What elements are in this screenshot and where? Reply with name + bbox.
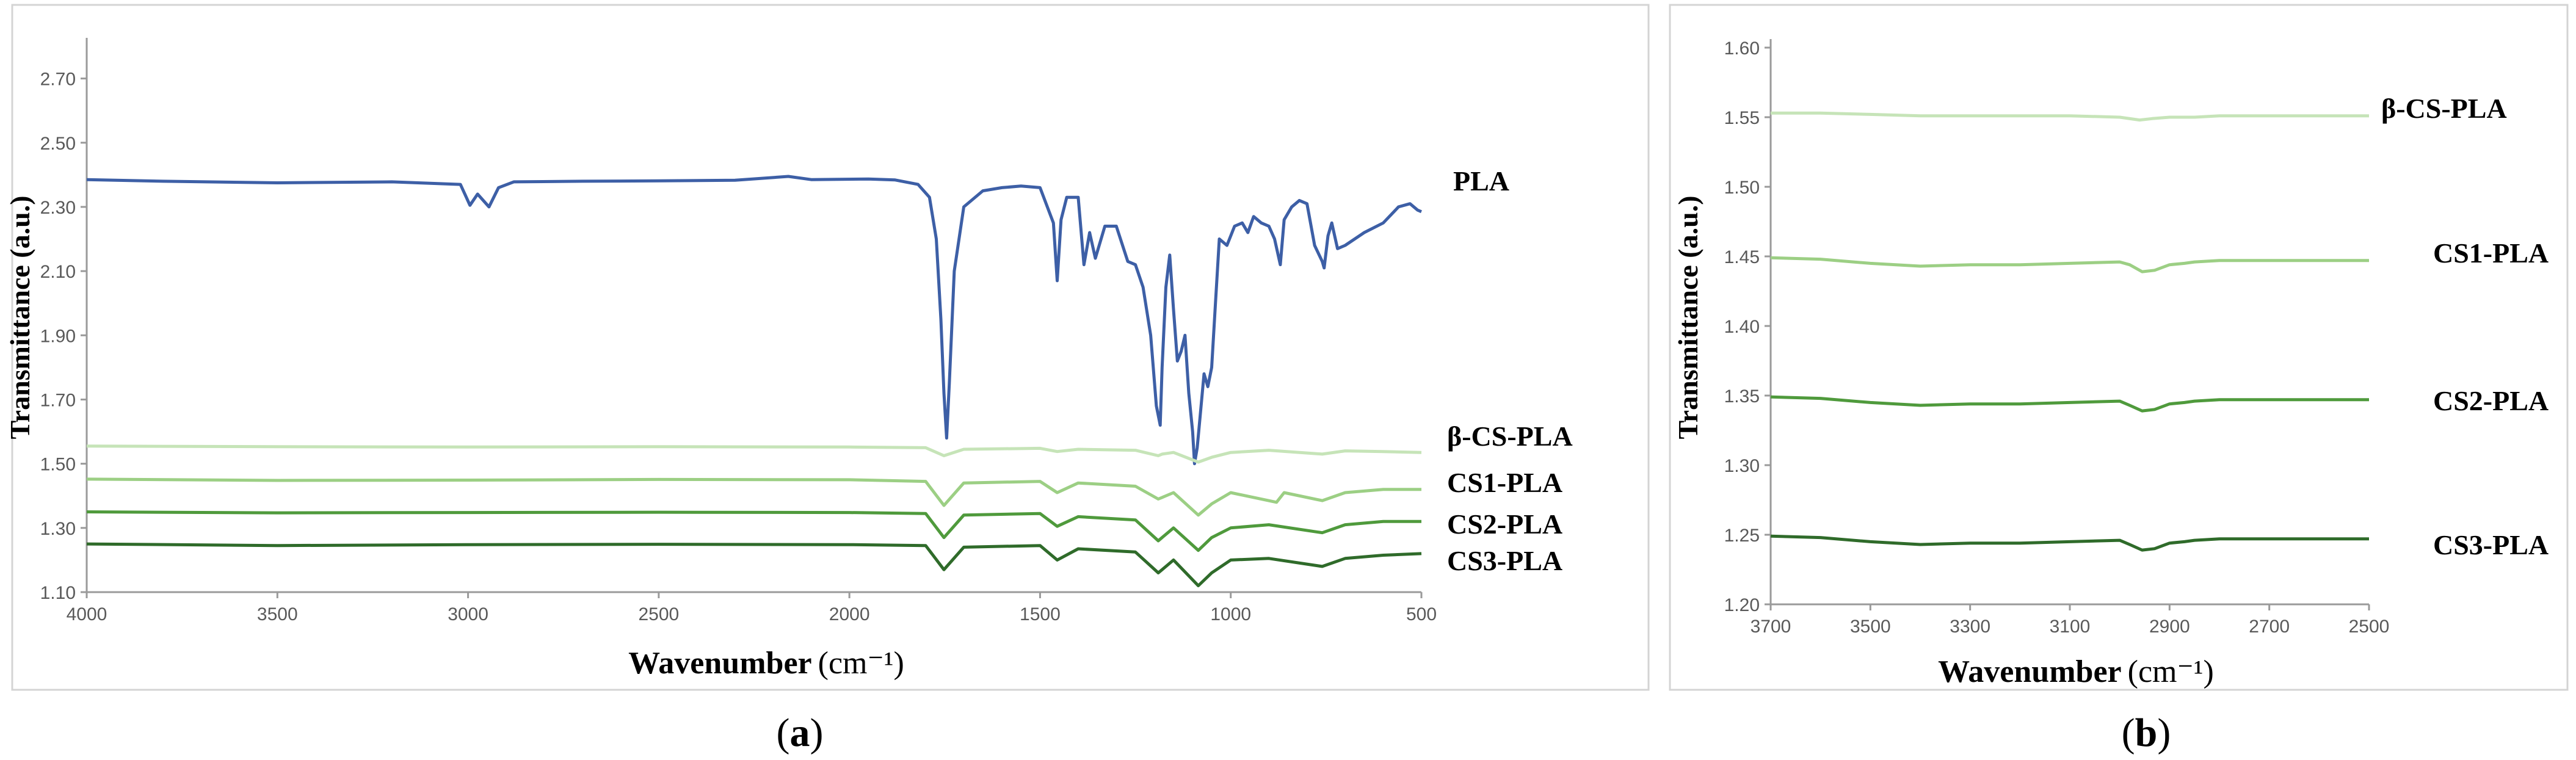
panel-a-caption: (a) (777, 711, 824, 755)
panel-a-series-label-cs-pla: β-CS-PLA (1447, 421, 1573, 452)
panel-b-x-tick-label: 3100 (2050, 617, 2091, 637)
panel-a-caption-close: ) (810, 711, 824, 755)
panel-b-caption-open: ( (2122, 711, 2135, 755)
panel-a-plot-frame (11, 4, 1650, 691)
panel-a-y-tick-label: 2.10 (40, 262, 76, 282)
panel-b-caption: (b) (2122, 711, 2171, 755)
panel-a-y-tick-label: 1.90 (40, 326, 76, 346)
panel-b-y-tick-label: 1.40 (1724, 317, 1760, 337)
panel-a-series-cs3-pla (86, 542, 1422, 587)
panel-a-x-tick-label: 2000 (829, 604, 870, 624)
panel-a-y-tick-label: 2.50 (40, 134, 76, 154)
panel-b-y-tick-label: 1.20 (1724, 595, 1760, 615)
panel-a-chart: 1.10 1.30 1.50 1.70 1.90 2.10 2.30 2.50 2.70 4000… (4, 4, 1650, 691)
panel-a-y-tick-label: 1.30 (40, 519, 76, 539)
panel-a-x-tick-label: 3000 (448, 604, 488, 624)
panel-a-x-tick-label: 3500 (257, 604, 298, 624)
panel-b-series-cs-pla (1771, 111, 2369, 122)
panel-b-series-cs1-pla (1770, 256, 2369, 273)
panel-a-series-cs-pla (86, 444, 1422, 464)
panel-b-y-tick-label: 1.30 (1724, 456, 1760, 476)
panel-a-series-cs1-pla (86, 477, 1421, 517)
panel-b-series-label-cs-pla: β-CS-PLA (2381, 93, 2507, 124)
panel-a-y-axis-title: Transmittance (a.u.) (4, 195, 35, 439)
panel-b-caption-close: ) (2157, 711, 2171, 755)
panel-b-chart: 1.20 1.25 1.30 1.35 1.40 1.45 1.50 1.55 1.60 3700… (1669, 4, 2569, 691)
panel-b-y-axis-title: Transmittance (a.u.) (1672, 195, 1703, 439)
panel-a-x-tick-label: 2500 (638, 604, 679, 624)
panel-a-x-tick-label: 500 (1406, 604, 1437, 624)
panel-b-x-tick-label: 2700 (2249, 617, 2290, 637)
panel-b-y-tick-label: 1.25 (1724, 526, 1760, 546)
panel-b-y-tick-label: 1.45 (1724, 247, 1760, 267)
panel-a-y-tick-label: 2.30 (40, 198, 76, 218)
panel-b-x-tick-label: 3300 (1950, 617, 1990, 637)
panel-b-plot-frame (1669, 4, 2569, 691)
panel-b-series-label-cs2-pla: CS2-PLA (2433, 385, 2549, 416)
panel-a-series-pla (86, 175, 1422, 466)
panel-a-y-tick-label: 1.10 (40, 583, 76, 603)
panel-b-y-tick-label: 1.35 (1724, 386, 1760, 407)
panel-b-x-axis-title-unit: (cm⁻¹) (2128, 654, 2214, 689)
panel-a-caption-open: ( (777, 711, 790, 755)
panel-a-x-axis-title-unit: (cm⁻¹) (818, 646, 904, 681)
panel-b-y-tick-label: 1.60 (1724, 38, 1760, 59)
panel-a-y-tick-label: 2.70 (40, 70, 76, 90)
panel-b-series-cs3-pla (1770, 534, 2369, 552)
panel-a-series-label-cs2-pla: CS2-PLA (1447, 508, 1562, 540)
panel-a-x-tick-label: 4000 (67, 604, 107, 624)
panel-b-x-tick-label: 3700 (1751, 617, 1791, 637)
panel-b-x-tick-label: 3500 (1850, 617, 1891, 637)
panel-a-series-label-cs3-pla: CS3-PLA (1447, 545, 1562, 576)
panel-a-series-label-pla: PLA (1453, 165, 1509, 197)
panel-b-series-label-cs3-pla: CS3-PLA (2433, 529, 2549, 560)
panel-a-x-tick-label: 1000 (1210, 604, 1251, 624)
panel-a-x-axis-title-text: Wavenumber (628, 646, 811, 681)
panel-b-x-tick-label: 2500 (2349, 617, 2390, 637)
panel-a-y-tick-label: 1.50 (40, 455, 76, 475)
panel-a-caption-letter: a (790, 711, 810, 755)
panel-b-series-label-cs1-pla: CS1-PLA (2433, 237, 2549, 269)
panel-a-y-tick-label: 1.70 (40, 390, 76, 410)
panel-b-y-tick-label: 1.50 (1724, 178, 1760, 198)
panel-b-x-axis-title-text: Wavenumber (1938, 654, 2121, 689)
panel-b-caption-letter: b (2135, 711, 2158, 755)
panel-a-x-tick-label: 1500 (1020, 604, 1061, 624)
panel-b-series-cs2-pla (1770, 395, 2369, 413)
panel-b-x-tick-label: 2900 (2149, 617, 2190, 637)
panel-a-x-axis-title: Wavenumber (cm⁻¹) (628, 646, 904, 681)
panel-a-series-cs2-pla (86, 510, 1421, 552)
panel-a-series-label-cs1-pla: CS1-PLA (1447, 467, 1562, 498)
panel-b-y-tick-label: 1.55 (1724, 108, 1760, 128)
panel-b-x-axis-title: Wavenumber (cm⁻¹) (1938, 654, 2214, 689)
